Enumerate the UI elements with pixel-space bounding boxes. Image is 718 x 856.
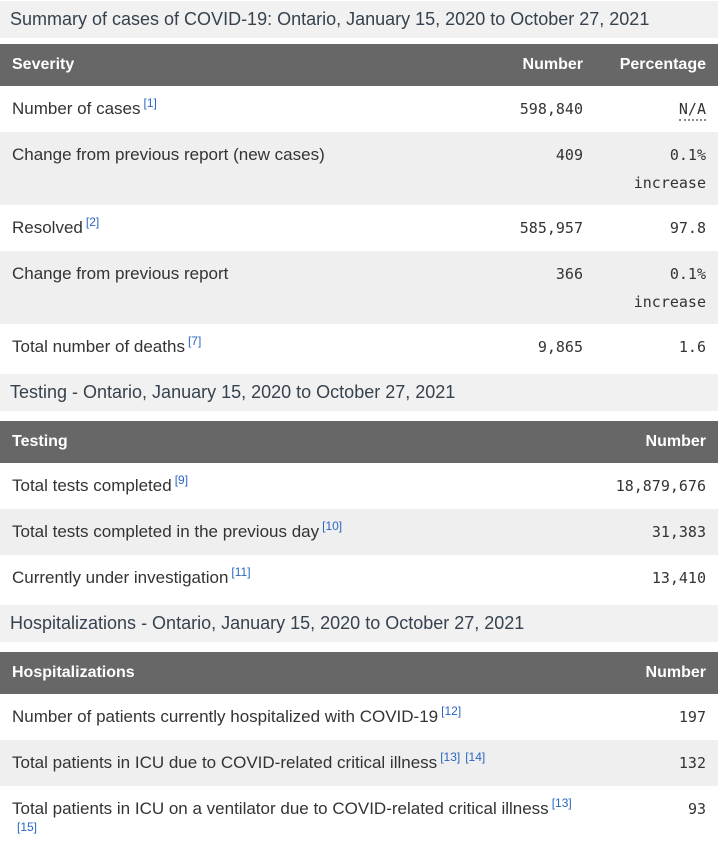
- number-cell: 9,865: [537, 338, 583, 356]
- number-cell: 31,383: [651, 523, 706, 541]
- testing-header-row: Testing Number: [0, 421, 718, 463]
- row-label: Number of patients currently hospitalize…: [12, 707, 439, 726]
- footnote-link-13[interactable]: [13]: [551, 796, 572, 811]
- table-row: Total patients in ICU on a ventilator du…: [0, 786, 718, 856]
- percentage-cell: 1.6: [678, 338, 706, 356]
- hospitalizations-table: Hospitalizations Number Number of patien…: [0, 652, 718, 856]
- number-cell: 13,410: [651, 569, 706, 587]
- row-label: Total number of deaths: [12, 337, 185, 356]
- row-label: Currently under investigation: [12, 568, 229, 587]
- number-cell: 197: [678, 708, 706, 726]
- table-row: Total number of deaths [7] 9,865 1.6: [0, 324, 718, 370]
- percentage-cell: 0.1% increase: [595, 251, 718, 324]
- footnote-link-12[interactable]: [12]: [441, 704, 462, 719]
- hospitalizations-section-heading: Hospitalizations - Ontario, January 15, …: [0, 605, 718, 642]
- row-label: Change from previous report (new cases): [12, 145, 325, 164]
- row-label-cell: Resolved [2]: [0, 205, 482, 251]
- row-label: Change from previous report: [12, 264, 229, 283]
- footnote-link-15[interactable]: [15]: [17, 820, 38, 835]
- column-header-testing: Testing: [0, 421, 598, 463]
- not-applicable-abbr: N/A: [678, 100, 706, 121]
- column-header-number: Number: [598, 652, 718, 694]
- row-label: Total tests completed: [12, 476, 172, 495]
- percentage-qualifier: increase: [633, 293, 706, 311]
- summary-header-row: Severity Number Percentage: [0, 44, 718, 86]
- percentage-value: 0.1%: [669, 146, 706, 164]
- row-label-cell: Total tests completed [9]: [0, 463, 598, 509]
- table-row: Resolved [2] 585,957 97.8: [0, 205, 718, 251]
- hospitalizations-header-row: Hospitalizations Number: [0, 652, 718, 694]
- row-label: Number of cases: [12, 99, 141, 118]
- column-header-percentage: Percentage: [595, 44, 718, 86]
- row-label-cell: Total patients in ICU due to COVID-relat…: [0, 740, 598, 786]
- testing-table: Testing Number Total tests completed [9] …: [0, 421, 718, 601]
- percentage-qualifier: increase: [633, 174, 706, 192]
- footnote-link-13[interactable]: [13]: [440, 750, 461, 765]
- footnote-link-11[interactable]: [11]: [231, 565, 251, 580]
- percentage-cell: 97.8: [669, 219, 706, 237]
- summary-table: Severity Number Percentage Number of cas…: [0, 44, 718, 370]
- footnote-link-7[interactable]: [7]: [187, 334, 202, 349]
- percentage-value: 0.1%: [669, 265, 706, 283]
- testing-section-heading: Testing - Ontario, January 15, 2020 to O…: [0, 374, 718, 411]
- row-label: Total patients in ICU on a ventilator du…: [12, 799, 549, 818]
- row-label: Total patients in ICU due to COVID-relat…: [12, 753, 438, 772]
- row-label-cell: Currently under investigation [11]: [0, 555, 598, 601]
- percentage-cell: N/A: [595, 86, 718, 132]
- column-header-number: Number: [482, 44, 595, 86]
- number-cell: 132: [678, 754, 706, 772]
- number-cell: 585,957: [519, 219, 583, 237]
- row-label: Resolved: [12, 218, 83, 237]
- table-row: Number of cases [1] 598,840 N/A: [0, 86, 718, 132]
- column-header-hospitalizations: Hospitalizations: [0, 652, 598, 694]
- row-label: Total tests completed in the previous da…: [12, 522, 320, 541]
- row-label-cell: Number of patients currently hospitalize…: [0, 694, 598, 740]
- table-row: Change from previous report (new cases) …: [0, 132, 718, 205]
- table-row: Number of patients currently hospitalize…: [0, 694, 718, 740]
- table-row: Total patients in ICU due to COVID-relat…: [0, 740, 718, 786]
- row-label-cell: Number of cases [1]: [0, 86, 482, 132]
- number-cell: 366: [555, 265, 583, 283]
- row-label-cell: Total tests completed in the previous da…: [0, 509, 598, 555]
- number-cell: 93: [687, 800, 706, 818]
- table-row: Change from previous report 366 0.1% incr…: [0, 251, 718, 324]
- percentage-cell: 0.1% increase: [595, 132, 718, 205]
- number-cell: 18,879,676: [615, 477, 706, 495]
- number-cell: 409: [555, 146, 583, 164]
- table-row: Currently under investigation [11] 13,410: [0, 555, 718, 601]
- footnote-link-14[interactable]: [14]: [465, 750, 486, 765]
- column-header-number: Number: [598, 421, 718, 463]
- column-header-severity: Severity: [0, 44, 482, 86]
- row-label-cell: Total number of deaths [7]: [0, 324, 482, 370]
- footnote-link-10[interactable]: [10]: [322, 519, 343, 534]
- table-row: Total tests completed in the previous da…: [0, 509, 718, 555]
- row-label-cell: Total patients in ICU on a ventilator du…: [0, 786, 598, 856]
- row-label-cell: Change from previous report: [0, 251, 482, 324]
- table-row: Total tests completed [9] 18,879,676: [0, 463, 718, 509]
- footnote-link-1[interactable]: [1]: [143, 96, 157, 111]
- number-cell: 598,840: [519, 100, 583, 118]
- footnote-link-2[interactable]: [2]: [85, 215, 100, 230]
- summary-section-heading: Summary of cases of COVID-19: Ontario, J…: [0, 1, 718, 38]
- footnote-link-9[interactable]: [9]: [174, 473, 189, 488]
- row-label-cell: Change from previous report (new cases): [0, 132, 482, 205]
